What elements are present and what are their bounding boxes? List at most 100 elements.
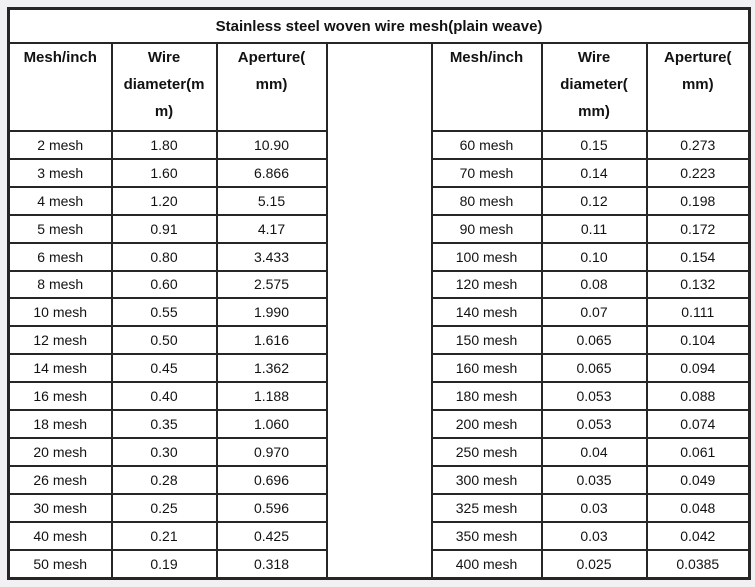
right-wire-diameter-cell: 0.04 (540, 436, 648, 467)
left-mesh-count-cell: 26 mesh (7, 464, 113, 495)
table-row: 26 mesh 0.28 0.696 300 mesh 0.035 0.049 (7, 464, 751, 495)
right-wire-diameter-cell: 0.053 (540, 409, 648, 439)
right-mesh-count-cell: 325 mesh (430, 492, 543, 523)
left-mesh-per-inch-header: Mesh/inch (7, 42, 113, 132)
table-row: 5 mesh 0.91 4.17 90 mesh 0.11 0.172 (7, 213, 751, 244)
right-aperture-cell: 0.088 (645, 381, 751, 412)
right-wire-diameter-cell: 0.15 (540, 130, 648, 160)
header-row: Mesh/inch Wire diameter(m m) Aperture( m… (7, 42, 751, 580)
left-mesh-count-cell: 2 mesh (7, 130, 113, 160)
left-mesh-count-cell: 20 mesh (7, 436, 113, 467)
right-aperture-cell: 0.172 (645, 213, 751, 244)
right-aperture-cell: 0.061 (645, 436, 751, 467)
left-aperture-cell: 4.17 (215, 213, 328, 244)
table-row: 18 mesh 0.35 1.060 200 mesh 0.053 0.074 (7, 409, 751, 439)
left-aperture-cell: 10.90 (215, 130, 328, 160)
right-mesh-count-cell: 250 mesh (430, 436, 543, 467)
left-wire-diameter-cell: 0.55 (110, 297, 218, 328)
left-mesh-count-cell: 4 mesh (7, 185, 113, 216)
right-aperture-cell: 0.0385 (645, 548, 751, 580)
left-wire-diameter-cell: 0.30 (110, 436, 218, 467)
spacer-column (325, 42, 433, 580)
left-aperture-cell: 1.188 (215, 381, 328, 412)
table-row: 50 mesh 0.19 0.318 400 mesh 0.025 0.0385 (7, 548, 751, 580)
right-mesh-count-cell: 90 mesh (430, 213, 543, 244)
right-mesh-count-cell: 70 mesh (430, 157, 543, 188)
left-aperture-cell: 1.616 (215, 325, 328, 356)
left-aperture-cell: 6.866 (215, 157, 328, 188)
table-row: 2 mesh 1.80 10.90 60 mesh 0.15 0.273 (7, 130, 751, 160)
right-wire-diameter-cell: 0.025 (540, 548, 648, 580)
table-row: 12 mesh 0.50 1.616 150 mesh 0.065 0.104 (7, 325, 751, 356)
left-mesh-count-cell: 14 mesh (7, 353, 113, 384)
left-aperture-cell: 1.362 (215, 353, 328, 384)
right-wire-diameter-cell: 0.065 (540, 353, 648, 384)
left-wire-diameter-cell: 0.21 (110, 520, 218, 551)
left-mesh-count-cell: 10 mesh (7, 297, 113, 328)
left-aperture-cell: 5.15 (215, 185, 328, 216)
right-wire-diameter-cell: 0.14 (540, 157, 648, 188)
left-aperture-header: Aperture( mm) (215, 42, 328, 132)
table-row: 3 mesh 1.60 6.866 70 mesh 0.14 0.223 (7, 157, 751, 188)
left-aperture-cell: 0.318 (215, 548, 328, 580)
right-wire-diameter-cell: 0.10 (540, 241, 648, 272)
right-aperture-cell: 0.111 (645, 297, 751, 328)
left-wire-diameter-cell: 1.80 (110, 130, 218, 160)
right-mesh-count-cell: 100 mesh (430, 241, 543, 272)
right-mesh-count-cell: 400 mesh (430, 548, 543, 580)
wire-mesh-table: Stainless steel woven wire mesh(plain we… (7, 7, 752, 580)
right-mesh-count-cell: 180 mesh (430, 381, 543, 412)
right-mesh-count-cell: 120 mesh (430, 269, 543, 300)
right-mesh-count-cell: 60 mesh (430, 130, 543, 160)
table-row: 30 mesh 0.25 0.596 325 mesh 0.03 0.048 (7, 492, 751, 523)
right-wire-diameter-cell: 0.12 (540, 185, 648, 216)
right-aperture-cell: 0.048 (645, 492, 751, 523)
right-aperture-cell: 0.094 (645, 353, 751, 384)
right-wire-diameter-cell: 0.053 (540, 381, 648, 412)
right-aperture-header: Aperture( mm) (645, 42, 751, 132)
right-aperture-cell: 0.223 (645, 157, 751, 188)
right-mesh-count-cell: 350 mesh (430, 520, 543, 551)
left-mesh-count-cell: 16 mesh (7, 381, 113, 412)
left-mesh-count-cell: 18 mesh (7, 409, 113, 439)
left-aperture-cell: 0.425 (215, 520, 328, 551)
left-wire-diameter-cell: 1.20 (110, 185, 218, 216)
left-mesh-count-cell: 50 mesh (7, 548, 113, 580)
left-wire-diameter-header: Wire diameter(m m) (110, 42, 218, 132)
right-mesh-count-cell: 150 mesh (430, 325, 543, 356)
right-aperture-cell: 0.104 (645, 325, 751, 356)
left-aperture-cell: 1.990 (215, 297, 328, 328)
right-aperture-cell: 0.154 (645, 241, 751, 272)
left-wire-diameter-cell: 0.91 (110, 213, 218, 244)
left-aperture-cell: 1.060 (215, 409, 328, 439)
left-wire-diameter-cell: 0.45 (110, 353, 218, 384)
table-row: 14 mesh 0.45 1.362 160 mesh 0.065 0.094 (7, 353, 751, 384)
table-row: 20 mesh 0.30 0.970 250 mesh 0.04 0.061 (7, 436, 751, 467)
table-row: 10 mesh 0.55 1.990 140 mesh 0.07 0.111 (7, 297, 751, 328)
right-wire-diameter-cell: 0.03 (540, 520, 648, 551)
right-aperture-cell: 0.074 (645, 409, 751, 439)
left-mesh-count-cell: 5 mesh (7, 213, 113, 244)
table-row: 40 mesh 0.21 0.425 350 mesh 0.03 0.042 (7, 520, 751, 551)
left-mesh-count-cell: 40 mesh (7, 520, 113, 551)
right-mesh-count-cell: 300 mesh (430, 464, 543, 495)
left-aperture-cell: 2.575 (215, 269, 328, 300)
right-aperture-cell: 0.132 (645, 269, 751, 300)
right-wire-diameter-cell: 0.07 (540, 297, 648, 328)
left-mesh-count-cell: 30 mesh (7, 492, 113, 523)
left-mesh-count-cell: 8 mesh (7, 269, 113, 300)
left-wire-diameter-cell: 0.50 (110, 325, 218, 356)
left-aperture-cell: 0.596 (215, 492, 328, 523)
right-wire-diameter-header: Wire diameter( mm) (540, 42, 648, 132)
right-wire-diameter-cell: 0.03 (540, 492, 648, 523)
right-wire-diameter-cell: 0.08 (540, 269, 648, 300)
right-mesh-count-cell: 80 mesh (430, 185, 543, 216)
left-aperture-cell: 0.970 (215, 436, 328, 467)
title-row: Stainless steel woven wire mesh(plain we… (7, 7, 751, 44)
table-row: 4 mesh 1.20 5.15 80 mesh 0.12 0.198 (7, 185, 751, 216)
left-wire-diameter-cell: 0.19 (110, 548, 218, 580)
left-wire-diameter-cell: 0.35 (110, 409, 218, 439)
table-row: 6 mesh 0.80 3.433 100 mesh 0.10 0.154 (7, 241, 751, 272)
right-aperture-cell: 0.198 (645, 185, 751, 216)
